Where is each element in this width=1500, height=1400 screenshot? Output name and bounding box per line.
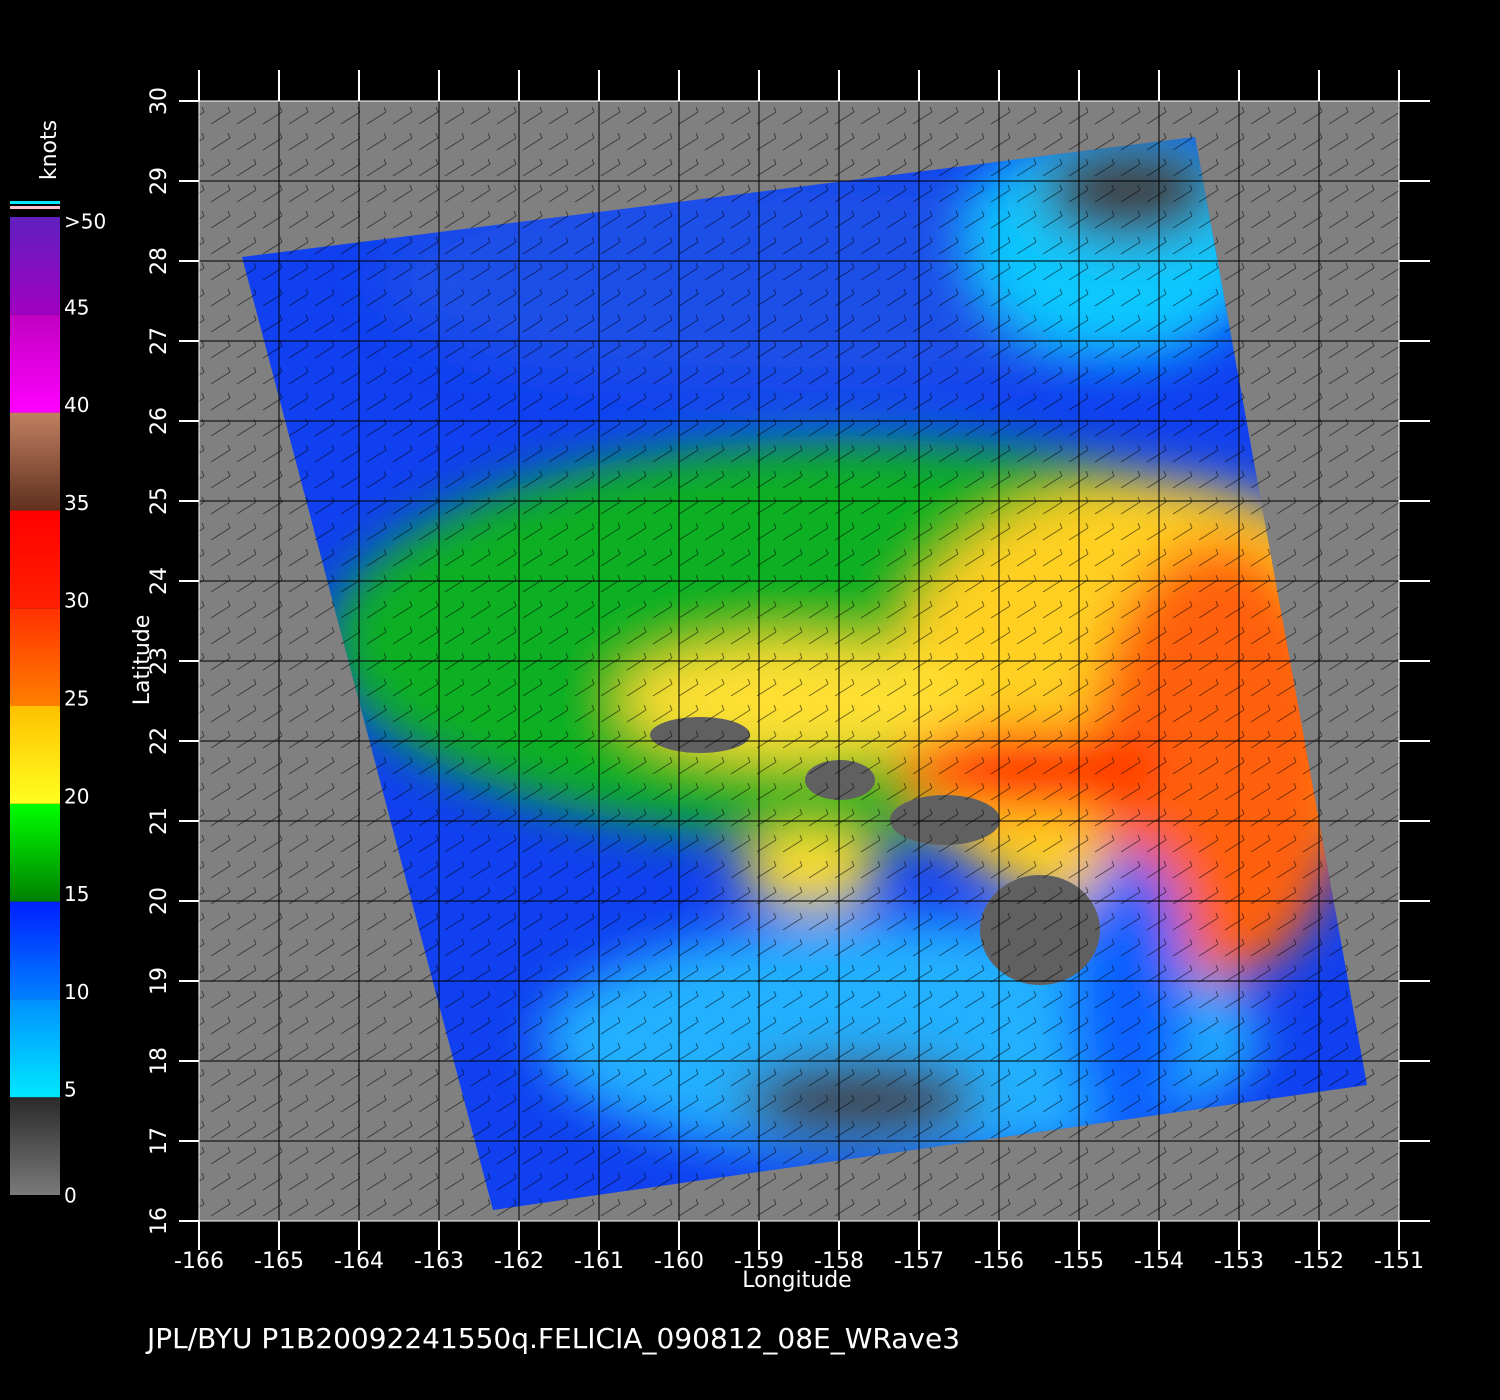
- x-tick-label: -165: [254, 1249, 304, 1274]
- x-tick-label: -158: [814, 1249, 864, 1274]
- x-tick-label: -153: [1214, 1249, 1264, 1274]
- y-tick-label: 27: [147, 327, 172, 355]
- x-tick-label: -151: [1374, 1249, 1424, 1274]
- y-tick-label: 21: [147, 807, 172, 835]
- colorbar-segment: [10, 217, 60, 315]
- colorbar-tick-label: 20: [64, 784, 89, 808]
- x-tick-label: -156: [974, 1249, 1024, 1274]
- x-tick-label: -157: [894, 1249, 944, 1274]
- colorbar-segment: [10, 412, 60, 511]
- y-tick-label: 29: [147, 167, 172, 195]
- x-tick-label: -152: [1294, 1249, 1344, 1274]
- x-tick-label: -154: [1134, 1249, 1184, 1274]
- y-tick-label: 20: [147, 887, 172, 915]
- colorbar-tick-label: 35: [64, 491, 89, 515]
- footer: JPL/BYU P1B20092241550q.FELICIA_090812_0…: [145, 1322, 960, 1355]
- x-tick-label: -166: [174, 1249, 224, 1274]
- y-tick-label: 28: [147, 247, 172, 275]
- plot-frame: [198, 100, 1400, 1222]
- colorbar-tick-label: 25: [64, 687, 89, 711]
- colorbar-tick-label: 5: [64, 1078, 77, 1102]
- colorbar-segment: [10, 706, 60, 804]
- colorbar-segment: [10, 999, 60, 1098]
- colorbar-segment: [10, 901, 60, 1000]
- colorbar-tick-label: 45: [64, 295, 89, 319]
- x-tick-label: -159: [734, 1249, 784, 1274]
- x-tick-label: -164: [334, 1249, 384, 1274]
- colorbar-segment: [10, 314, 60, 413]
- colorbar-title: knots: [37, 120, 62, 180]
- colorbar-tick-label: 30: [64, 589, 89, 613]
- y-tick-label: 26: [147, 407, 172, 435]
- colorbar-tick-label: 10: [64, 980, 89, 1004]
- x-tick-label: -162: [494, 1249, 544, 1274]
- colorbar-tick-label: 40: [64, 393, 89, 417]
- x-tick-label: -161: [574, 1249, 624, 1274]
- y-tick-label: 19: [147, 967, 172, 995]
- y-tick-label: 22: [147, 727, 172, 755]
- y-tick-label: 30: [147, 87, 172, 115]
- y-tick-label: 23: [147, 647, 172, 675]
- x-axis-label: Longitude: [742, 1268, 851, 1293]
- y-tick-label: 24: [147, 567, 172, 595]
- colorbar-tick-label: 15: [64, 882, 89, 906]
- y-tick-label: 17: [147, 1127, 172, 1155]
- y-tick-label: 18: [147, 1047, 172, 1075]
- colorbar-segment: [10, 510, 60, 609]
- y-tick-label: 25: [147, 487, 172, 515]
- x-tick-label: -163: [414, 1249, 464, 1274]
- colorbar-segment: [10, 803, 60, 902]
- colorbar-segment: [10, 608, 60, 706]
- colorbar-cap: [10, 206, 60, 209]
- colorbar-tick-label: >50: [64, 210, 106, 234]
- colorbar-segment: [10, 1097, 60, 1195]
- colorbar-tick-label: 0: [64, 1184, 77, 1208]
- x-tick-label: -155: [1054, 1249, 1104, 1274]
- x-tick-label: -160: [654, 1249, 704, 1274]
- colorbar-cap: [10, 201, 60, 204]
- y-tick-label: 16: [147, 1207, 172, 1235]
- y-axis-label: Latitude: [130, 615, 155, 706]
